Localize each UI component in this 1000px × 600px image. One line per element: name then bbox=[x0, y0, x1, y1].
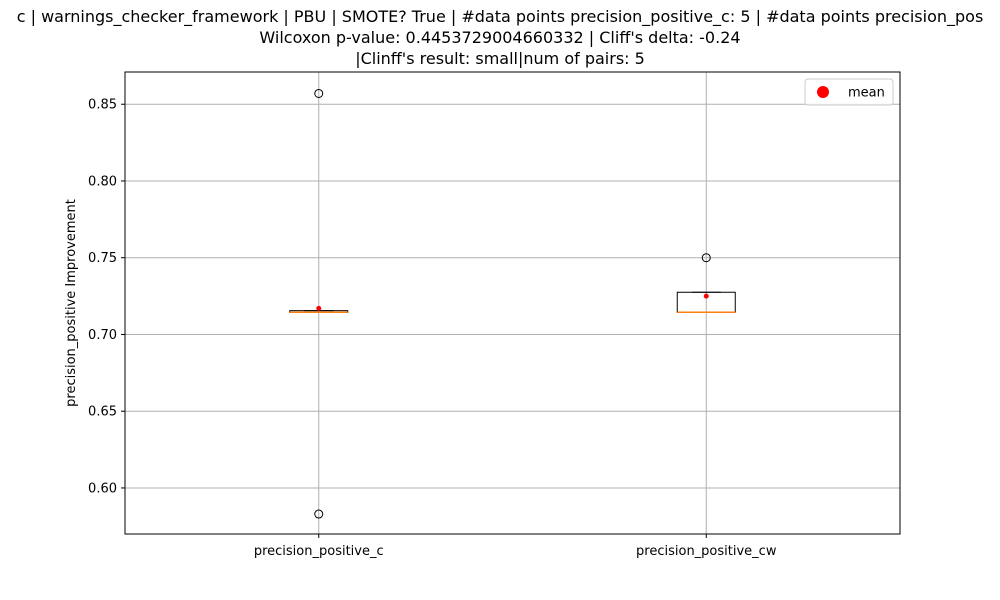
mean-point bbox=[703, 293, 709, 299]
box-precision_positive_c bbox=[289, 88, 349, 519]
y-tick-label: 0.70 bbox=[88, 328, 117, 343]
outlier-point bbox=[701, 253, 711, 263]
y-tick-label: 0.65 bbox=[88, 405, 117, 420]
legend-box bbox=[804, 78, 894, 106]
legend: mean bbox=[804, 78, 894, 106]
x-axis-ticks: precision_positive_c precision_positive_c… bbox=[254, 534, 777, 559]
plot-frame bbox=[124, 71, 901, 535]
legend-marker-mean bbox=[817, 86, 829, 98]
x-tick-label: precision_positive_c bbox=[254, 544, 384, 559]
boxes bbox=[289, 88, 736, 519]
y-tick-label: 0.80 bbox=[88, 174, 117, 189]
outlier-point bbox=[314, 88, 324, 98]
outlier-point bbox=[314, 509, 324, 519]
chart-title-line: Wilcoxon p-value: 0.4453729004660332 | C… bbox=[259, 28, 740, 47]
y-tick-label: 0.85 bbox=[88, 98, 117, 113]
legend-label-mean: mean bbox=[848, 86, 885, 101]
grid-lines bbox=[125, 72, 900, 534]
box-precision_positive_cw bbox=[676, 253, 736, 313]
mean-point bbox=[316, 305, 322, 311]
y-tick-label: 0.75 bbox=[88, 251, 117, 266]
chart-title-line: c | warnings_checker_framework | PBU | S… bbox=[17, 7, 984, 27]
y-axis-ticks: 0.60 0.65 0.70 0.75 0.80 0.85 bbox=[88, 98, 125, 496]
y-tick-label: 0.60 bbox=[88, 481, 117, 496]
y-axis-label: precision_positive Improvement bbox=[64, 199, 79, 407]
chart-title: c | warnings_checker_framework | PBU | S… bbox=[17, 7, 984, 68]
chart-title-line: |Clinff's result: small|num of pairs: 5 bbox=[355, 49, 645, 68]
x-tick-label: precision_positive_cw bbox=[636, 544, 777, 559]
